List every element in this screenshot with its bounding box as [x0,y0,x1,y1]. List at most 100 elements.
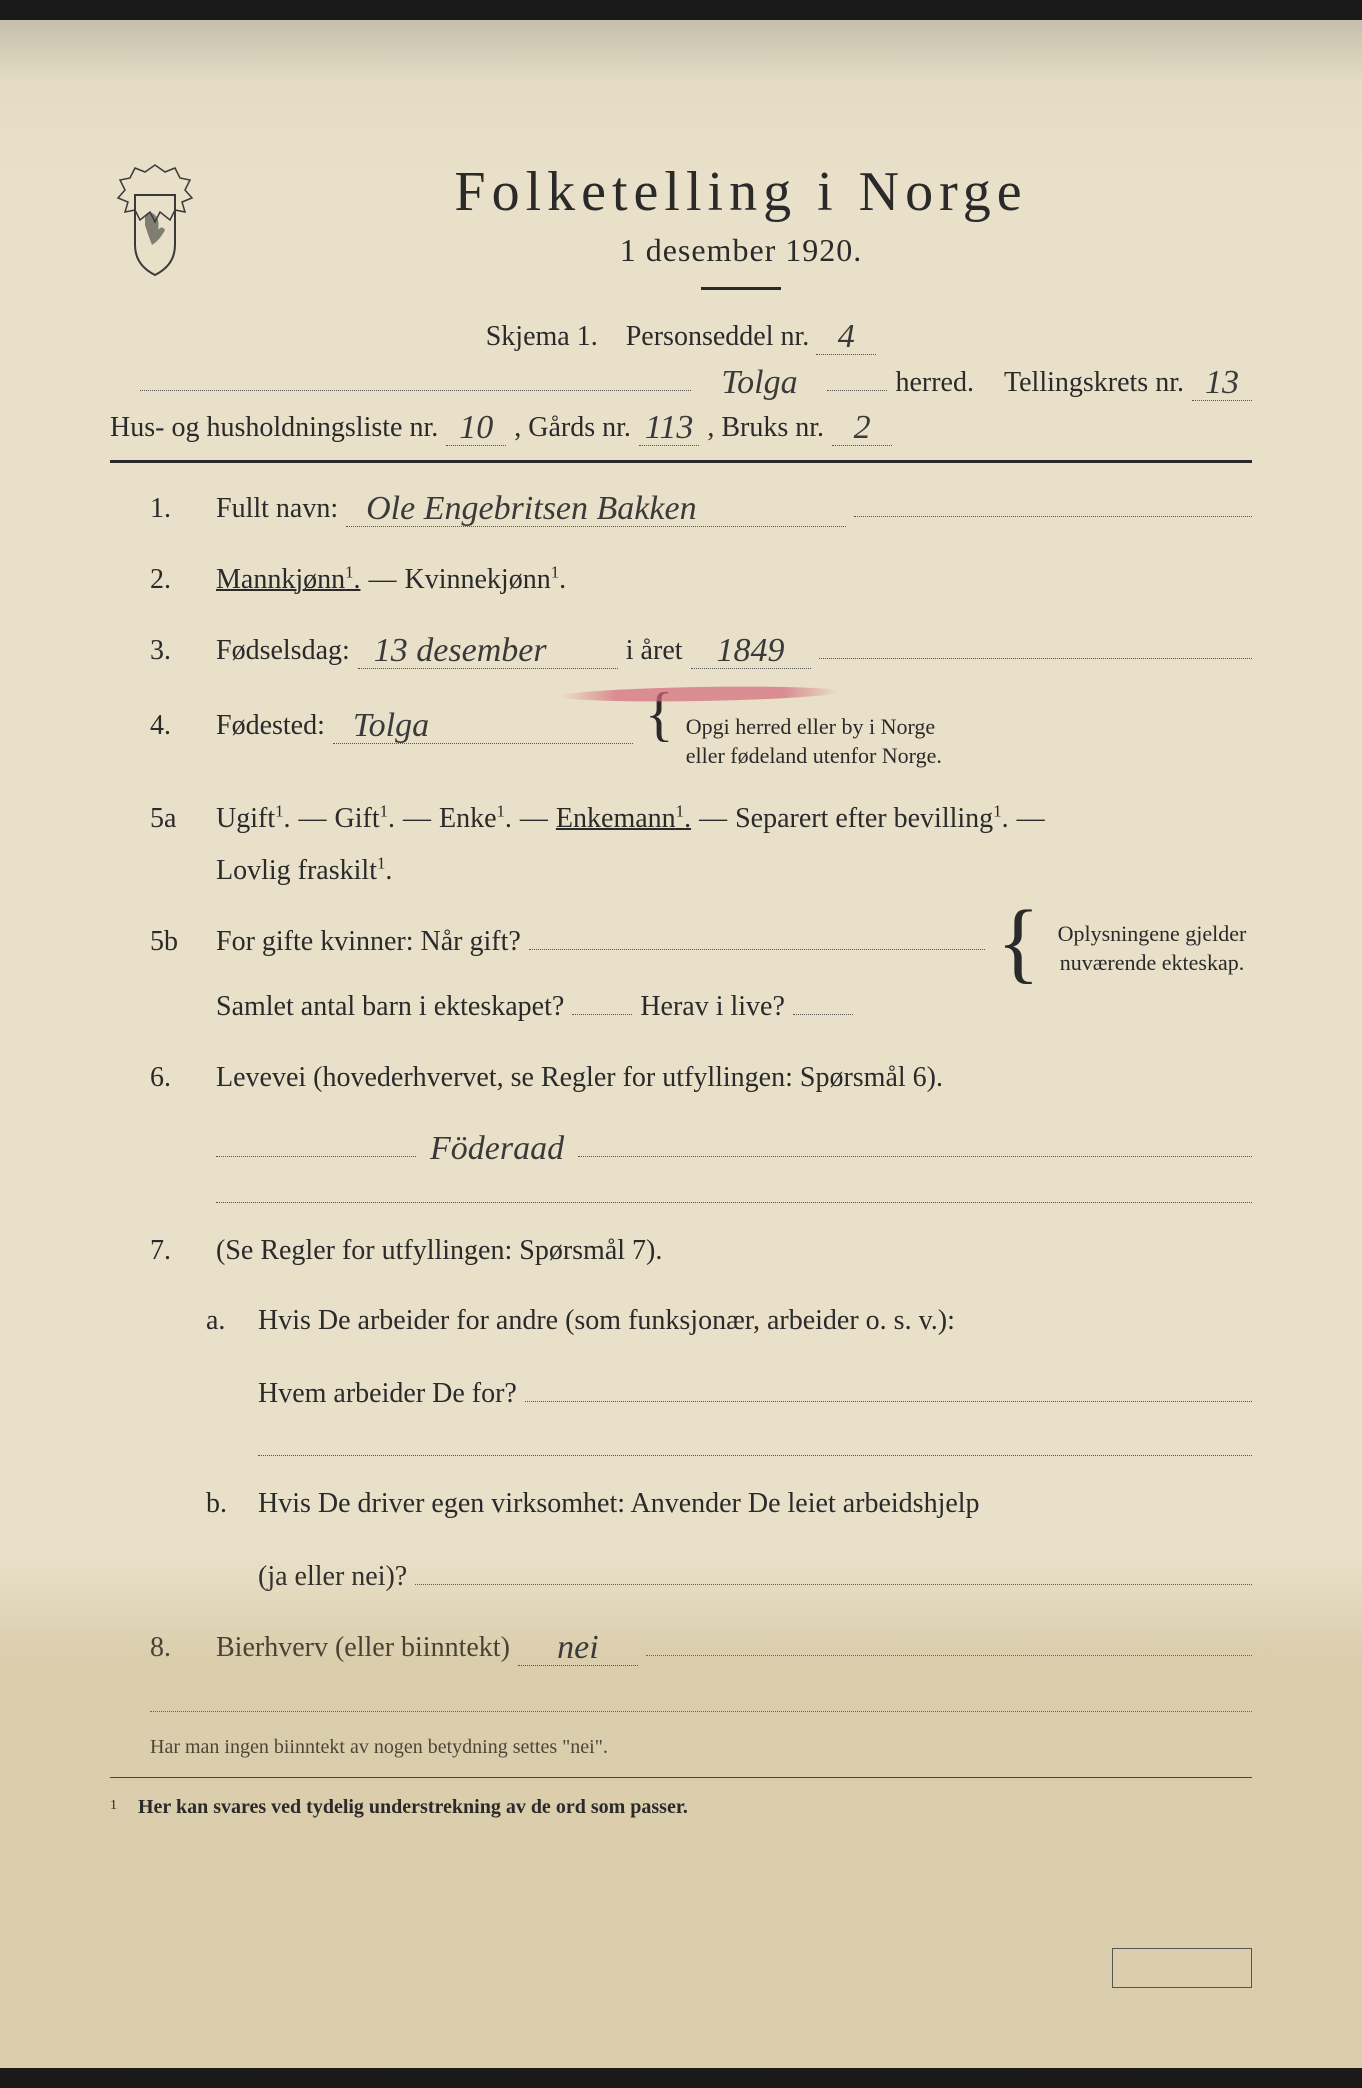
q5a-fraskilt: Lovlig fraskilt1. [216,855,392,886]
q4-value: Tolga [333,709,633,744]
q5b-label3: Herav i live? [640,985,785,1030]
skjema-label: Skjema 1. [486,321,598,352]
q5a-row: 5a Ugift1. — Gift1. — Enke1. — Enkemann1… [150,797,1252,895]
blank-line [793,987,853,1015]
q1-value: Ole Engebritsen Bakken [346,492,846,527]
q4-label: Fødested: [216,704,325,749]
blank-line [216,1202,1252,1203]
dash: — [520,797,548,842]
brace-icon: { [645,699,674,729]
form-header: Folketelling i Norge 1 desember 1920. [110,100,1252,290]
q6-row: 6. Levevei (hovederhvervet, se Regler fo… [150,1056,1252,1203]
footnote-nei: Har man ingen biinntekt av nogen betydni… [150,1736,1252,1759]
q5b-label1: For gifte kvinner: Når gift? [216,920,521,965]
q5b-content: For gifte kvinner: Når gift? Samlet anta… [216,920,1252,1030]
q5a-gift: Gift1. [335,797,396,842]
census-form-page: Folketelling i Norge 1 desember 1920. Sk… [0,20,1362,2068]
printer-stamp [1112,1948,1252,1988]
q5b-label2: Samlet antal barn i ekteskapet? [216,985,564,1030]
q7a-label2: Hvem arbeider De for? [258,1372,517,1417]
dash: — [369,558,397,603]
q7-num: 7. [150,1229,200,1274]
questions-block: 1. Fullt navn: Ole Engebritsen Bakken 2.… [110,487,1252,1759]
divider-heavy [110,460,1252,463]
q2-num: 2. [150,558,200,603]
q6-valrow: Föderaad [216,1129,1252,1164]
herred-name: Tolga [699,366,819,400]
q5b-line2: Samlet antal barn i ekteskapet? Herav i … [216,985,985,1030]
blank-row [150,1696,1252,1712]
q7-row: 7. (Se Regler for utfyllingen: Spørsmål … [150,1229,1252,1274]
main-title: Folketelling i Norge [230,160,1252,224]
q6-content: Levevei (hovederhvervet, se Regler for u… [216,1056,1252,1203]
q7a-label1: Hvis De arbeider for andre (som funksjon… [258,1299,1252,1344]
q7b-label1: Hvis De driver egen virksomhet: Anvender… [258,1482,1252,1527]
q5a-line2: Lovlig fraskilt1. [216,849,1252,894]
blank-line [646,1628,1252,1656]
q5a-num: 5a [150,797,200,842]
q6-label: Levevei (hovederhvervet, se Regler for u… [216,1056,1252,1101]
q3-label: Fødselsdag: [216,629,350,674]
husliste-label: Hus- og husholdningsliste nr. [110,412,438,444]
q5a-enkemann: Enkemann1. [556,797,691,842]
personseddel-label: Personseddel nr. [626,321,810,352]
bruks-label: , Bruks nr. [707,412,824,444]
q5a-enke: Enke1. [439,797,512,842]
gards-label: , Gårds nr. [514,412,631,444]
dash: — [403,797,431,842]
q5b-note: Oplysningene gjelder nuværende ekteskap. [1052,920,1252,977]
q8-num: 8. [150,1626,200,1671]
q7b-line2: (ja eller nei)? [258,1555,1252,1600]
dash: — [1017,797,1045,842]
blank-line [150,1696,1252,1712]
q1-row: 1. Fullt navn: Ole Engebritsen Bakken [150,487,1252,532]
dash: — [299,797,327,842]
footnote-text: Her kan svares ved tydelig understreknin… [138,1796,688,1818]
q2-mann: Mannkjønn1. [216,558,361,603]
tellingskrets-nr: 13 [1192,366,1252,401]
blank-line [819,631,1252,659]
meta-skjema-line: Skjema 1. Personseddel nr. 4 [110,318,1252,353]
blank-line [529,922,985,950]
q5b-row: 5b For gifte kvinner: Når gift? Samlet a… [150,920,1252,1030]
q7-content: (Se Regler for utfyllingen: Spørsmål 7). [216,1229,1252,1274]
q4-row: 4. Fødested: Tolga { Opgi herred eller b… [150,699,1252,770]
q2-kvinne: Kvinnekjønn1. [405,558,567,603]
q6-num: 6. [150,1056,200,1101]
q1-content: Fullt navn: Ole Engebritsen Bakken [216,487,1252,532]
q4-note: Opgi herred eller by i Norge eller fødel… [686,713,946,770]
q3-year: 1849 [691,634,811,669]
q7a-line2: Hvem arbeider De for? [258,1372,1252,1417]
gards-nr: 113 [639,411,699,446]
q7-label: (Se Regler for utfyllingen: Spørsmål 7). [216,1229,662,1274]
q5a-ugift: Ugift1. [216,797,291,842]
title-block: Folketelling i Norge 1 desember 1920. [230,160,1252,290]
blank-line [854,489,1252,517]
q1-label: Fullt navn: [216,487,338,532]
q5b-num: 5b [150,920,200,965]
blank-line [827,363,887,391]
q3-row: 3. Fødselsdag: 13 desember i året 1849 [150,629,1252,674]
herred-label: herred. [895,367,974,399]
q3-content: Fødselsdag: 13 desember i året 1849 [216,629,1252,674]
meta-herred-line: Tolga herred. Tellingskrets nr. 13 [110,363,1252,399]
footnote-understrekning: 1 Her kan svares ved tydelig understrekn… [110,1796,1252,1819]
tellingskrets-label: Tellingskrets nr. [1004,367,1184,399]
blank-line [572,987,632,1015]
meta-hus-line: Hus- og husholdningsliste nr. 10 , Gårds… [110,409,1252,444]
blank-line [415,1557,1252,1585]
q4-content: Fødested: Tolga { Opgi herred eller by i… [216,699,1252,770]
coat-of-arms-icon [110,160,200,280]
blank-line [216,1129,416,1157]
q7a-content: Hvis De arbeider for andre (som funksjon… [258,1299,1252,1456]
subtitle: 1 desember 1920. [230,232,1252,269]
q8-row: 8. Bierhverv (eller biinntekt) nei [150,1626,1252,1671]
q7b-num: b. [206,1482,242,1527]
dash: — [699,797,727,842]
q7b-label2: (ja eller nei)? [258,1555,407,1600]
blank-line [578,1129,1252,1157]
q3-day: 13 desember [358,634,618,669]
q7b-content: Hvis De driver egen virksomhet: Anvender… [258,1482,1252,1600]
q7a-row: a. Hvis De arbeider for andre (som funks… [150,1299,1252,1456]
q5b-line1: For gifte kvinner: Når gift? [216,920,985,965]
